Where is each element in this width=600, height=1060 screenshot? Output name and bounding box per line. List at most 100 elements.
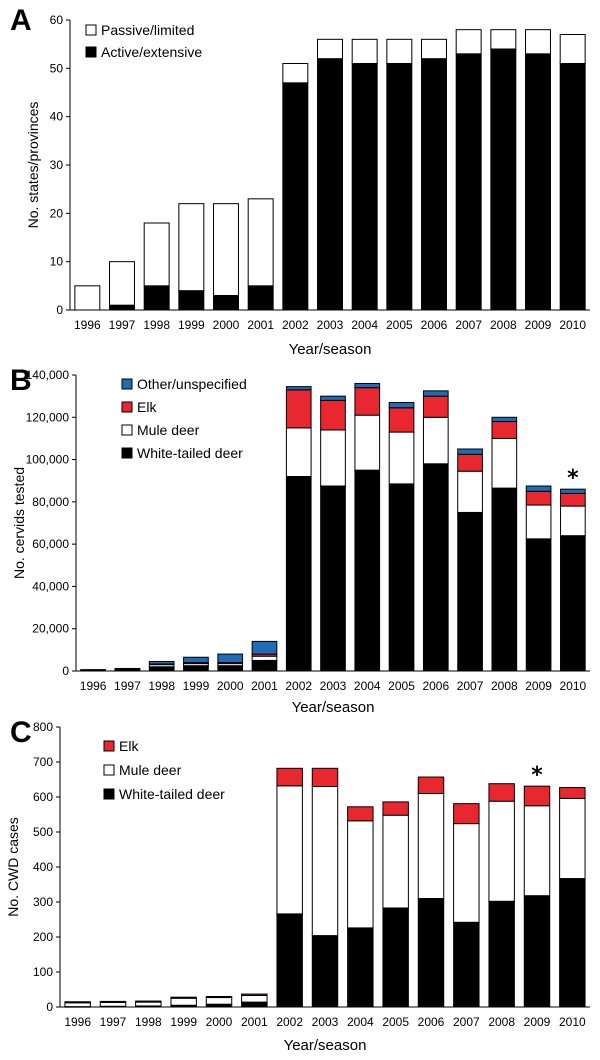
panel-letter: C xyxy=(10,716,32,749)
y-tick-label: 120,000 xyxy=(26,410,70,424)
x-tick-label: 1999 xyxy=(170,1015,197,1029)
bar-segment-mule-deer xyxy=(560,505,586,537)
panel-letter: A xyxy=(10,4,32,37)
bar-segment-other-unspecified xyxy=(217,653,244,664)
panel-b: B 0 20,000 40,000 60,000 80,000 100,000 120,000… xyxy=(10,364,590,716)
bar-segment-elk xyxy=(354,387,381,416)
x-tick-label: 1996 xyxy=(80,679,107,693)
bar-segment-mule-deer xyxy=(559,797,586,880)
bar-segment-mule-deer xyxy=(99,1001,127,1007)
x-tick-label: 1998 xyxy=(143,318,170,332)
y-tick-label: 60,000 xyxy=(32,537,69,551)
y-axis-title: No. cervids tested xyxy=(11,467,27,579)
legend-swatch xyxy=(103,788,115,800)
x-tick-label: 2010 xyxy=(559,318,586,332)
x-tick-label: 1997 xyxy=(109,318,136,332)
x-tick-label: 2007 xyxy=(457,679,484,693)
y-tick-label: 700 xyxy=(33,755,53,769)
bar-segment-white-tailed-deer xyxy=(276,913,303,1008)
bar-segment-mule-deer xyxy=(354,414,381,471)
bar-segment-other-unspecified xyxy=(80,669,106,671)
annotation-asterisk: * xyxy=(531,763,543,788)
bar-segment-white-tailed-deer xyxy=(523,895,551,1008)
x-tick-label: 2009 xyxy=(524,1015,551,1029)
y-tick-label: 50 xyxy=(50,61,64,75)
bar-segment-passive-limited xyxy=(421,38,447,60)
bar-segment-active-extensive xyxy=(559,63,586,311)
y-tick-label: 100,000 xyxy=(26,453,70,467)
bar-segment-other-unspecified xyxy=(320,395,346,401)
legend-swatch xyxy=(121,424,133,436)
x-tick-label: 2002 xyxy=(285,679,312,693)
y-tick-label: 30 xyxy=(50,158,64,172)
bar-segment-mule-deer xyxy=(135,1001,162,1007)
legend-label: Elk xyxy=(137,399,157,415)
x-tick-label: 1999 xyxy=(183,679,210,693)
x-tick-label: 2007 xyxy=(453,1015,480,1029)
x-tick-label: 1998 xyxy=(135,1015,162,1029)
x-tick-label: 2008 xyxy=(490,318,517,332)
x-tick-label: 2005 xyxy=(388,679,415,693)
bar-segment-active-extensive xyxy=(178,290,205,311)
x-tick-label: 2002 xyxy=(276,1015,303,1029)
legend-label: Other/unspecified xyxy=(137,376,247,392)
bar-segment-elk xyxy=(170,996,197,999)
bar-segment-passive-limited xyxy=(559,34,586,64)
bar-segment-other-unspecified xyxy=(457,448,483,455)
x-tick-label: 2006 xyxy=(421,318,448,332)
x-tick-label: 2001 xyxy=(247,318,274,332)
legend-swatch xyxy=(121,447,133,459)
legend-label: Mule deer xyxy=(137,422,200,438)
bar-segment-white-tailed-deer xyxy=(183,665,209,672)
y-tick-label: 20 xyxy=(50,206,64,220)
bar-segment-white-tailed-deer xyxy=(251,659,278,672)
x-tick-label: 2000 xyxy=(213,318,240,332)
bar-segment-active-extensive xyxy=(247,285,274,311)
bar-segment-elk xyxy=(488,783,515,802)
bar-segment-other-unspecified xyxy=(560,488,586,494)
bar-segment-elk xyxy=(388,407,415,433)
bar-segment-active-extensive xyxy=(386,63,413,311)
x-tick-label: 2003 xyxy=(312,1015,339,1029)
bar-segment-mule-deer xyxy=(251,655,278,661)
y-tick-label: 40,000 xyxy=(32,579,69,593)
bar-segment-white-tailed-deer xyxy=(453,921,480,1008)
bar-segment-mule-deer xyxy=(525,504,552,540)
bar-segment-elk xyxy=(311,767,339,787)
x-tick-label: 2004 xyxy=(351,318,378,332)
x-tick-label: 1999 xyxy=(178,318,205,332)
bar-segment-elk xyxy=(453,803,480,825)
bar-segment-active-extensive xyxy=(525,53,551,311)
x-tick-label: 2005 xyxy=(382,1015,409,1029)
x-tick-label: 2008 xyxy=(488,1015,515,1029)
x-tick-label: 2009 xyxy=(525,318,552,332)
bar-segment-mule-deer xyxy=(205,997,233,1005)
bar-segment-other-unspecified xyxy=(354,382,381,389)
bar-segment-mule-deer xyxy=(453,823,480,923)
legend-label: White-tailed deer xyxy=(137,445,243,461)
y-tick-label: 500 xyxy=(33,825,53,839)
x-tick-label: 2005 xyxy=(386,318,413,332)
bar-segment-active-extensive xyxy=(213,295,239,311)
bar-segment-mule-deer xyxy=(388,431,415,485)
x-axis-title: Year/season xyxy=(292,699,375,716)
bar-segment-white-tailed-deer xyxy=(217,665,244,672)
y-tick-label: 0 xyxy=(56,303,63,317)
y-tick-label: 10 xyxy=(50,255,64,269)
x-tick-label: 2001 xyxy=(241,1015,268,1029)
y-tick-label: 100 xyxy=(33,965,53,979)
x-tick-label: 1997 xyxy=(114,679,141,693)
bar-segment-elk xyxy=(525,490,552,506)
bar-segment-other-unspecified xyxy=(491,416,518,423)
y-tick-label: 40 xyxy=(50,110,64,124)
bar-segment-white-tailed-deer xyxy=(388,483,415,672)
x-tick-label: 2001 xyxy=(251,679,278,693)
bar-segment-white-tailed-deer xyxy=(347,927,374,1008)
legend-swatch xyxy=(121,401,133,413)
bar-segment-other-unspecified xyxy=(525,485,552,492)
bar-segment-white-tailed-deer xyxy=(559,878,586,1008)
y-axis-title: No. states/provinces xyxy=(25,102,41,229)
bar-segment-elk xyxy=(560,492,586,507)
bar-segment-white-tailed-deer xyxy=(422,463,449,672)
